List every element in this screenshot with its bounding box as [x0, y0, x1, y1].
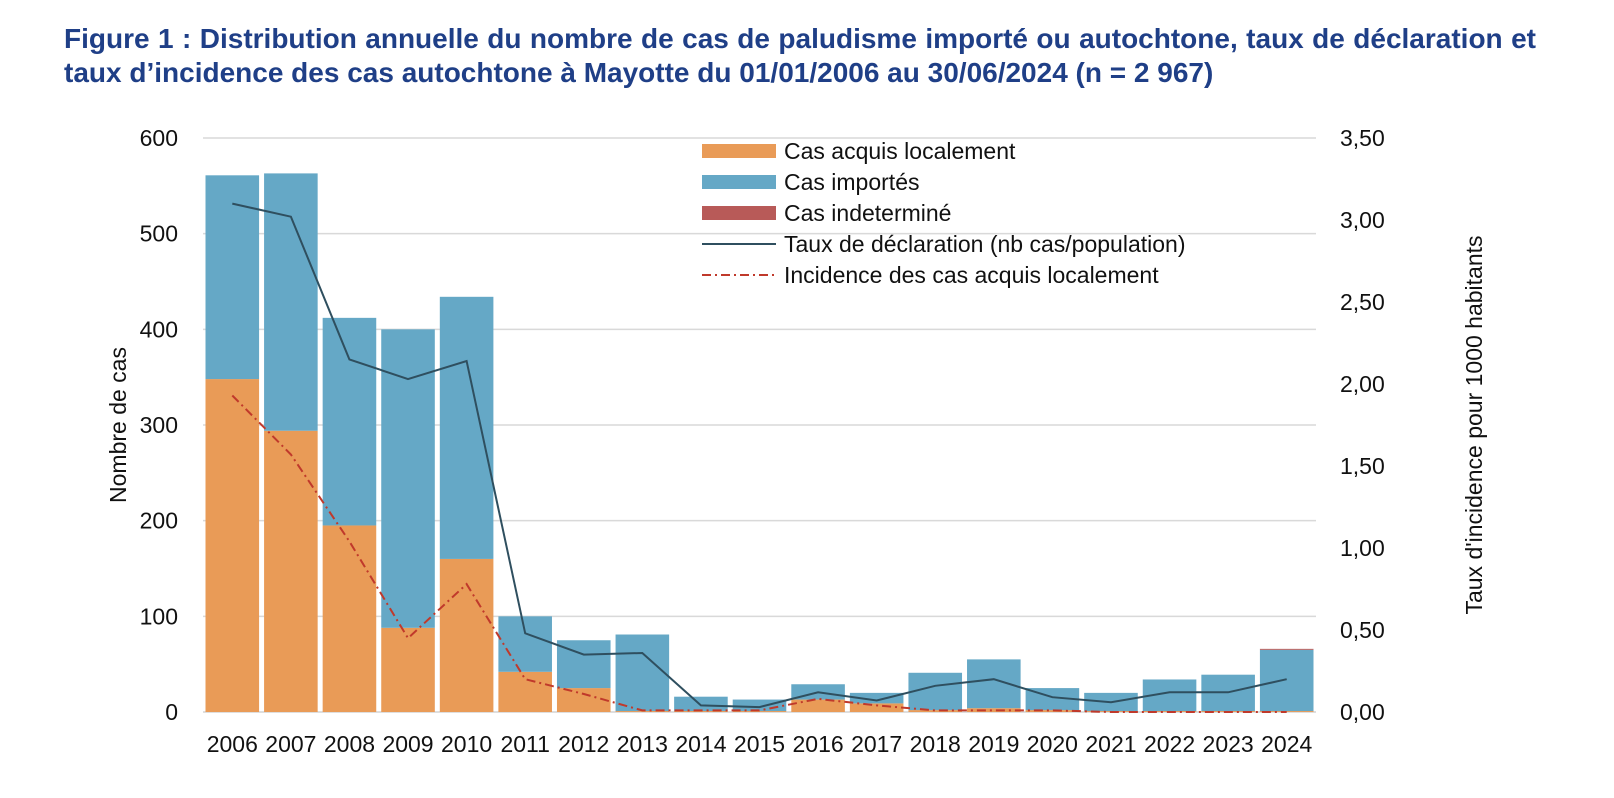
x-tick-label: 2024	[1261, 731, 1312, 757]
x-tick-label: 2012	[558, 731, 609, 757]
bar-local-2024	[1259, 711, 1314, 712]
bar-local-2007	[264, 430, 318, 712]
bar-local-2015	[732, 711, 787, 712]
legend-undetermined-swatch	[702, 206, 776, 220]
y-tick-label: 200	[140, 508, 178, 534]
x-tick-label: 2011	[500, 731, 549, 757]
bar-local-2019	[967, 708, 1021, 712]
x-tick-label: 2017	[851, 731, 902, 757]
bar-local-2006	[205, 379, 260, 712]
x-tick-label: 2007	[265, 731, 316, 757]
bar-imported-2008	[322, 317, 377, 526]
legend-undetermined-label: Cas indeterminé	[784, 200, 951, 226]
y-axis-title: Nombre de cas	[105, 347, 131, 503]
x-tick-label: 2013	[617, 731, 668, 757]
y2-tick-label: 0,50	[1340, 617, 1385, 643]
bar-imported-2013	[615, 634, 670, 712]
y2-tick-label: 3,00	[1340, 207, 1385, 233]
y-tick-label: 100	[140, 603, 178, 629]
lines	[231, 202, 1287, 713]
x-tick-label: 2014	[675, 731, 726, 757]
bar-imported-2019	[967, 659, 1021, 709]
x-tick-label: 2010	[441, 731, 492, 757]
figure-title: Figure 1 : Distribution annuelle du nomb…	[64, 23, 1536, 88]
bar-local-2009	[381, 627, 435, 712]
bar-imported-2006	[205, 175, 260, 380]
legend-local-swatch	[702, 144, 776, 158]
y2-tick-label: 1,50	[1340, 453, 1385, 479]
x-axis-ticks: 2006 2007 2008 2009 2010 2011 2012 2013 2014 2015…	[207, 731, 1313, 757]
legend-imported-label: Cas importés	[784, 169, 919, 195]
y-axis-ticks: 0 100 200 300 400 500 600	[140, 125, 178, 725]
y2-axis-title: Taux d'incidence pour 1000 habitants	[1461, 235, 1487, 614]
x-tick-label: 2019	[968, 731, 1019, 757]
bar-local-2010	[439, 558, 494, 712]
bar-local-2017	[849, 703, 904, 712]
x-tick-label: 2016	[792, 731, 843, 757]
y2-tick-label: 1,00	[1340, 535, 1385, 561]
y2-tick-label: 3,50	[1340, 125, 1385, 151]
y-tick-label: 600	[140, 125, 178, 151]
line-declaration-rate	[232, 202, 1287, 709]
bar-local-2012	[556, 688, 611, 712]
bar-local-2014	[674, 711, 728, 712]
x-tick-label: 2008	[324, 731, 375, 757]
y-tick-label: 500	[140, 221, 178, 247]
y-tick-label: 300	[140, 412, 178, 438]
y-tick-label: 400	[140, 316, 178, 342]
bar-local-2011	[498, 671, 552, 712]
x-tick-label: 2023	[1203, 731, 1254, 757]
bar-local-2016	[791, 699, 845, 712]
y2-tick-label: 2,50	[1340, 289, 1385, 315]
bar-imported-2018	[908, 672, 963, 711]
y2-tick-label: 0,00	[1340, 699, 1385, 725]
y2-tick-label: 2,00	[1340, 371, 1385, 397]
bar-imported-2014	[674, 696, 728, 712]
x-tick-label: 2009	[382, 731, 433, 757]
x-tick-label: 2006	[207, 731, 258, 757]
legend-declaration-rate-label: Taux de déclaration (nb cas/population)	[784, 231, 1185, 257]
bar-imported-2015	[732, 699, 787, 712]
bars	[205, 173, 1314, 712]
line-local-incidence	[231, 394, 1287, 713]
bar-imported-2024	[1259, 649, 1314, 712]
x-tick-label: 2015	[734, 731, 785, 757]
bar-imported-2011	[498, 616, 552, 672]
bar-imported-2017	[849, 692, 904, 704]
legend-local-incidence-label: Incidence des cas acquis localement	[784, 262, 1159, 288]
legend: Cas acquis localement Cas importés Cas ind…	[702, 138, 1185, 288]
legend-imported-swatch	[702, 175, 776, 189]
x-tick-label: 2020	[1027, 731, 1078, 757]
bar-local-2020	[1025, 710, 1080, 712]
x-tick-label: 2022	[1144, 731, 1195, 757]
bar-local-2008	[322, 525, 377, 712]
bar-imported-2010	[439, 296, 494, 559]
bar-local-2018	[908, 710, 963, 712]
x-tick-label: 2021	[1085, 731, 1136, 757]
bar-local-2013	[615, 711, 670, 712]
bar-undetermined-2024	[1259, 648, 1314, 650]
legend-local-label: Cas acquis localement	[784, 138, 1016, 164]
y2-axis-ticks: 0,00 0,50 1,00 1,50 2,00 2,50 3,00 3,50	[1340, 125, 1385, 725]
y-tick-label: 0	[165, 699, 178, 725]
x-tick-label: 2018	[910, 731, 961, 757]
